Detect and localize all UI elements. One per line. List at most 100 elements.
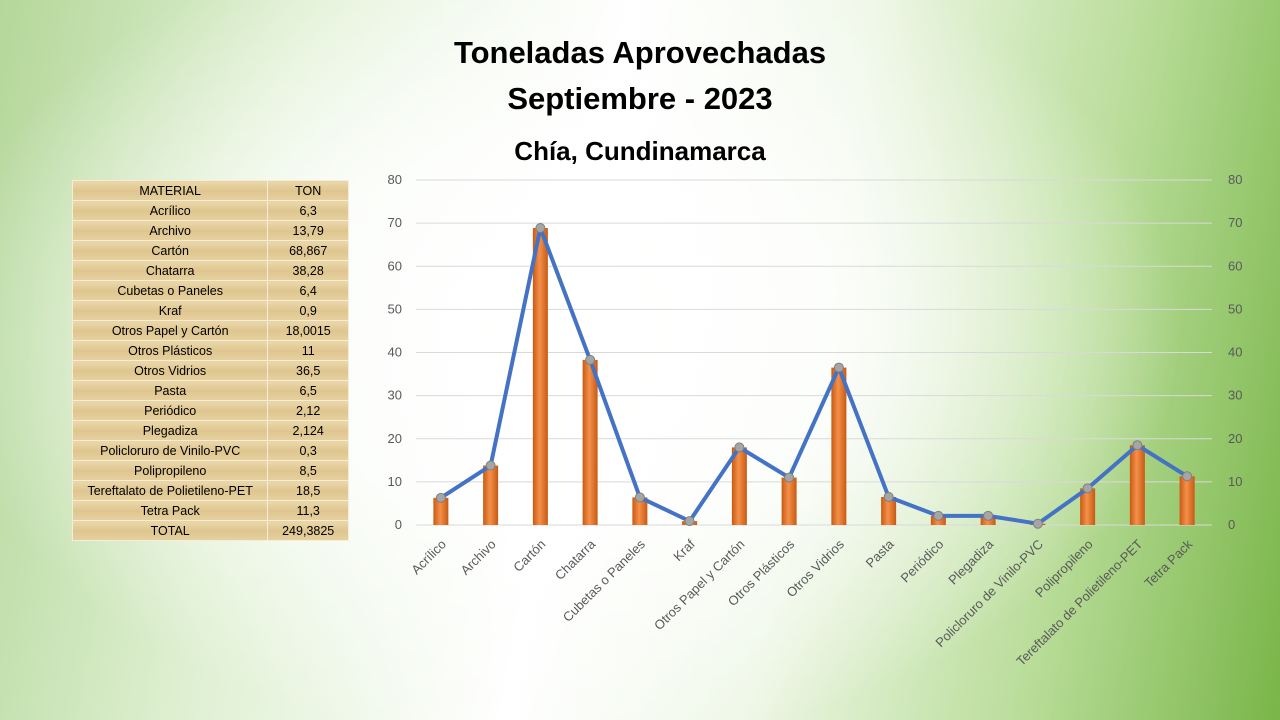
y2-tick-label: 0: [1228, 517, 1235, 532]
bar: [582, 359, 598, 525]
bar: [731, 447, 747, 525]
table-cell-ton: 6,5: [267, 380, 349, 401]
table-cell-material: Periódico: [71, 400, 269, 421]
title-block: Toneladas Aprovechadas Septiembre - 2023…: [340, 30, 940, 168]
bar: [781, 477, 797, 525]
x-tick-label: Archivo: [457, 537, 498, 578]
y-tick-label: 20: [388, 431, 402, 446]
bar: [532, 228, 548, 526]
line-marker: [1182, 471, 1193, 482]
table-cell-material: Policloruro de Vinilo-PVC: [71, 440, 269, 461]
y2-tick-label: 30: [1228, 388, 1242, 403]
table-row: Periódico 2,12: [71, 400, 349, 421]
y-axis-right: 0 10 20 30 40 50 60 70 80: [1228, 172, 1242, 532]
table-row: Pasta 6,5: [71, 380, 349, 401]
table-total-label: TOTAL: [71, 520, 269, 541]
bar: [1080, 488, 1096, 525]
bar: [632, 497, 648, 525]
y-tick-label: 10: [388, 474, 402, 489]
table-cell-material: Archivo: [71, 220, 269, 241]
y2-tick-label: 10: [1228, 474, 1242, 489]
table-cell-material: Otros Vidrios: [71, 360, 269, 381]
line-series: [435, 223, 1193, 529]
bar: [881, 496, 897, 525]
line-marker: [634, 492, 645, 503]
line-marker: [585, 354, 596, 365]
table-header-row: MATERIAL TON: [71, 180, 349, 201]
y2-tick-label: 60: [1228, 258, 1242, 273]
column-header-material: MATERIAL: [71, 180, 269, 201]
table-cell-material: Chatarra: [71, 260, 269, 281]
table-cell-material: Polipropileno: [71, 460, 269, 481]
line-marker: [435, 492, 446, 503]
column-header-ton: TON: [267, 180, 349, 201]
table-row: Tereftalato de Polietileno-PET 18,5: [71, 480, 349, 501]
table-row: Otros Papel y Cartón 18,0015: [71, 320, 349, 341]
table-row: Archivo 13,79: [71, 220, 349, 241]
bar: [1129, 445, 1145, 525]
chart-title: Toneladas Aprovechadas: [453, 35, 827, 70]
y-tick-label: 70: [388, 215, 402, 230]
line-marker: [883, 491, 894, 502]
x-tick-label: Periódico: [898, 537, 947, 586]
table-total-row: TOTAL 249,3825: [71, 520, 349, 541]
bar: [831, 367, 847, 525]
table-cell-ton: 6,4: [267, 280, 349, 301]
x-tick-label: Acrílico: [408, 537, 449, 578]
line-marker: [983, 510, 994, 521]
table-row: Chatarra 38,28: [71, 260, 349, 281]
line-marker: [933, 510, 944, 521]
table-cell-material: Otros Plásticos: [71, 340, 269, 361]
x-tick-label: Cubetas o Paneles: [560, 536, 649, 625]
series-line: [439, 226, 1189, 526]
x-tick-label: Kraf: [670, 536, 698, 564]
y2-tick-label: 80: [1228, 172, 1242, 187]
x-tick-label: Tetra Pack: [1141, 536, 1195, 590]
line-marker: [1032, 518, 1043, 529]
line-marker: [485, 460, 496, 471]
table-cell-material: Tereftalato de Polietileno-PET: [71, 480, 269, 501]
y-tick-label: 30: [388, 388, 402, 403]
table-cell-ton: 0,9: [267, 300, 349, 321]
bar: [483, 465, 499, 525]
x-tick-label: Chatarra: [552, 536, 599, 583]
bar: [433, 497, 449, 525]
y-tick-label: 0: [395, 517, 402, 532]
table-cell-ton: 18,0015: [267, 320, 349, 341]
line-marker: [684, 516, 695, 527]
x-tick-label: Otros Papel y Cartón: [651, 537, 747, 633]
table-cell-material: Pasta: [71, 380, 269, 401]
line-marker: [1082, 483, 1093, 494]
line-marker: [1132, 440, 1143, 451]
table-row: Otros Vidrios 36,5: [71, 360, 349, 381]
line-marker: [535, 223, 546, 234]
y-axis-left: 0 10 20 30 40 50 60 70 80: [388, 172, 402, 532]
table-cell-ton: 2,12: [267, 400, 349, 421]
table-cell-ton: 2,124: [267, 420, 349, 441]
gridlines: [416, 179, 1212, 526]
y-tick-label: 60: [388, 258, 402, 273]
table-total-value: 249,3825: [267, 520, 349, 541]
x-tick-label: Pasta: [863, 536, 898, 571]
table-cell-ton: 13,79: [267, 220, 349, 241]
line-marker: [784, 472, 795, 483]
x-tick-label: Plegadiza: [945, 536, 997, 588]
table-row: Cubetas o Paneles 6,4: [71, 280, 349, 301]
y-tick-label: 80: [388, 172, 402, 187]
y-tick-label: 40: [388, 345, 402, 360]
table-cell-material: Otros Papel y Cartón: [71, 320, 269, 341]
y2-tick-label: 70: [1228, 215, 1242, 230]
chart-subtitle: Chía, Cundinamarca: [514, 136, 766, 166]
table-row: Polipropileno 8,5: [71, 460, 349, 481]
y2-tick-label: 40: [1228, 345, 1242, 360]
table-cell-ton: 0,3: [267, 440, 349, 461]
line-marker: [833, 362, 844, 373]
bar: [1179, 476, 1195, 525]
line-marker: [734, 442, 745, 453]
y2-tick-label: 50: [1228, 301, 1242, 316]
table-row: Policloruro de Vinilo-PVC 0,3: [71, 440, 349, 461]
table-row: Plegadiza 2,124: [71, 420, 349, 441]
table-cell-ton: 36,5: [267, 360, 349, 381]
